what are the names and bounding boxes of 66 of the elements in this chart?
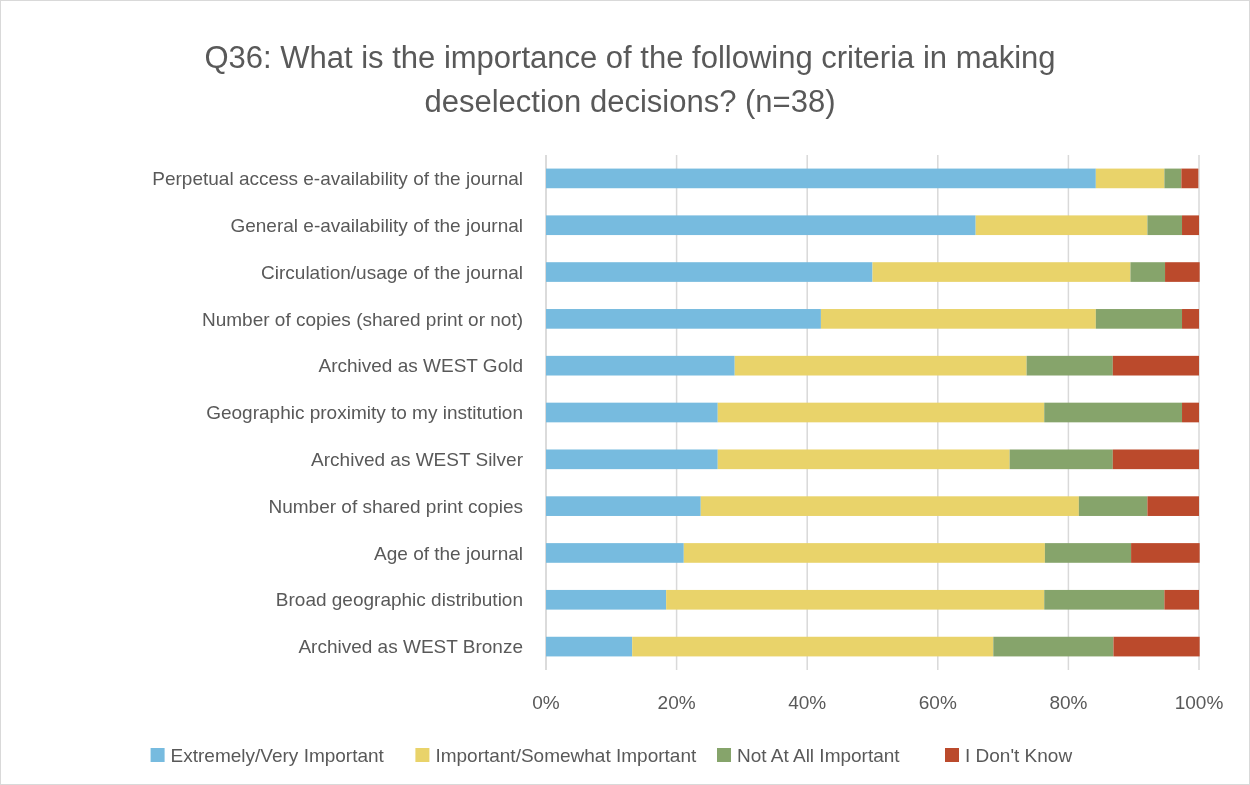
x-tick-label: 80% (1049, 692, 1088, 713)
bar (872, 262, 1131, 282)
bar (546, 496, 701, 516)
bar (546, 262, 873, 282)
bar (717, 402, 1045, 423)
bar (1181, 168, 1199, 189)
bar (1130, 262, 1166, 282)
bar (1182, 215, 1199, 236)
y-tick-label: Number of shared print copies (268, 495, 523, 517)
bar (546, 636, 633, 657)
bar (717, 449, 1010, 470)
bar (546, 355, 735, 376)
y-tick-label: Perpetual access e-availability of the journal (152, 168, 523, 190)
bar (1131, 543, 1200, 563)
legend-label: Not At All Important (737, 744, 901, 766)
bar (546, 589, 667, 610)
bar (1078, 496, 1148, 516)
bar (1164, 168, 1182, 189)
bar (1164, 589, 1199, 610)
y-tick-label: Geographic proximity to my institution (206, 402, 523, 424)
bar (1182, 309, 1199, 329)
legend-label: Important/Somewhat Important (435, 744, 697, 766)
bar (1147, 496, 1199, 516)
bar (666, 589, 1045, 610)
legend-label: I Don't Know (965, 744, 1073, 766)
bar (734, 355, 1027, 376)
bar (1044, 589, 1165, 610)
bar (1095, 168, 1165, 189)
bar (1112, 449, 1199, 470)
bar (1009, 449, 1113, 470)
bar (1113, 636, 1200, 657)
y-tick-label: Broad geographic distribution (275, 589, 523, 611)
bar (1165, 262, 1200, 282)
legend-label: Extremely/Very Important (170, 744, 385, 766)
bar (546, 402, 718, 423)
y-tick-label: Circulation/usage of the journal (261, 261, 523, 283)
bar (546, 168, 1096, 189)
chart-title: Q36: What is the importance of the following criteria in making deselection decisions? (n=38) (204, 40, 1056, 119)
bar (993, 636, 1114, 657)
x-tick-label: 20% (657, 692, 696, 713)
x-tick-label: 0% (532, 692, 560, 713)
bar (546, 309, 821, 329)
bar (975, 215, 1148, 236)
y-tick-label: Archived as WEST Gold (318, 355, 523, 377)
bar (1044, 402, 1183, 423)
y-tick-label: Number of copies (shared print or not) (201, 308, 523, 330)
bar (1044, 543, 1132, 563)
x-tick-label: 100% (1174, 692, 1224, 713)
bar (546, 543, 684, 563)
bar (1026, 355, 1113, 376)
bar (700, 496, 1079, 516)
x-tick-label: 40% (788, 692, 827, 713)
y-tick-label: Archived as WEST Silver (311, 448, 524, 470)
y-tick-label: Archived as WEST Bronze (298, 636, 523, 658)
bar (546, 215, 976, 236)
bar (1147, 215, 1183, 236)
bar (820, 309, 1096, 329)
y-tick-label: Age of the journal (374, 542, 523, 564)
bar (1182, 402, 1199, 423)
x-tick-label: 60% (918, 692, 957, 713)
bar (632, 636, 994, 657)
bar (546, 449, 718, 470)
bar (683, 543, 1045, 563)
bar (1112, 355, 1199, 376)
y-tick-label: General e-availability of the journal (230, 214, 523, 236)
bar (1095, 309, 1183, 329)
